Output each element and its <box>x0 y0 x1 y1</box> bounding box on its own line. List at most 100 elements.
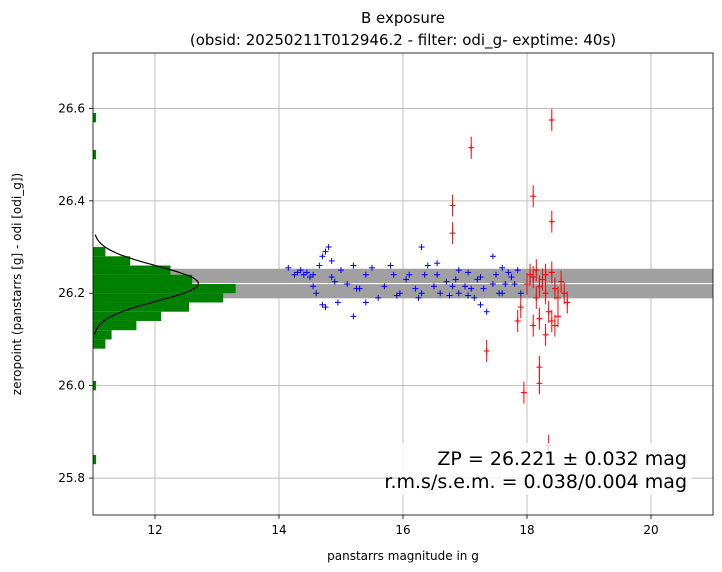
y-tick-label: 26.4 <box>58 194 85 208</box>
data-point-red <box>520 381 527 404</box>
data-point-red <box>548 210 555 233</box>
y-tick-label: 26.6 <box>58 101 85 115</box>
histogram-bar <box>93 302 190 312</box>
data-point-red <box>530 314 537 337</box>
zp-annotation: ZP = 26.221 ± 0.032 mag <box>437 448 687 470</box>
data-point-blue <box>294 269 301 276</box>
data-point-blue <box>474 276 481 283</box>
data-point-blue <box>291 271 298 278</box>
data-point-blue <box>322 304 329 311</box>
data-point-blue <box>415 294 422 301</box>
x-tick-label: 20 <box>643 523 658 537</box>
data-point-blue <box>421 271 428 278</box>
data-point-blue <box>480 285 487 292</box>
histogram-bar <box>93 150 97 160</box>
data-point-red <box>449 222 456 245</box>
data-point-blue <box>350 262 357 269</box>
data-point-blue <box>465 292 472 299</box>
data-point-red <box>558 270 565 293</box>
data-point-blue <box>390 271 397 278</box>
rms-annotation: r.m.s/s.e.m. = 0.038/0.004 mag <box>384 471 687 493</box>
data-point-blue <box>362 271 369 278</box>
chart-subtitle: (obsid: 20250211T012946.2 - filter: odi_… <box>190 31 616 50</box>
data-point-blue <box>489 253 496 260</box>
x-tick-label: 14 <box>271 523 286 537</box>
data-point-blue <box>514 267 521 274</box>
data-point-blue <box>424 262 431 269</box>
data-point-blue <box>319 253 326 260</box>
histogram-bar <box>93 113 97 123</box>
histogram-bar <box>93 311 162 321</box>
data-point-blue <box>493 271 499 278</box>
data-point-blue <box>468 285 475 292</box>
x-tick-label: 18 <box>519 523 534 537</box>
data-point-blue <box>511 281 518 287</box>
data-point-blue <box>316 262 323 269</box>
data-point-red <box>536 275 543 298</box>
data-point-blue <box>477 274 484 281</box>
chart-title: B exposure <box>361 9 445 27</box>
data-point-blue <box>334 299 341 306</box>
y-tick-label: 26.2 <box>58 286 85 300</box>
histogram-bar <box>93 385 97 391</box>
data-point-blue <box>350 313 357 320</box>
data-point-blue <box>502 281 509 287</box>
data-point-blue <box>338 267 344 274</box>
data-point-red <box>551 314 558 337</box>
axes-frame <box>92 52 714 516</box>
data-point-red <box>527 263 534 286</box>
x-axis-label: panstarrs magnitude in g <box>327 549 479 563</box>
data-point-blue <box>381 283 388 290</box>
gaussian-fit-curve <box>94 234 199 335</box>
data-point-blue <box>434 271 441 278</box>
data-point-red <box>514 309 521 332</box>
x-tick-label: 16 <box>395 523 410 537</box>
histogram-bar <box>93 247 106 257</box>
data-point-blue <box>477 301 484 308</box>
data-point-blue <box>362 299 369 306</box>
data-point-red <box>548 261 555 284</box>
data-point-red <box>530 185 537 208</box>
data-point-blue <box>455 290 462 297</box>
data-point-red <box>533 286 540 309</box>
data-point-blue <box>434 260 441 267</box>
histogram-bar <box>93 284 236 294</box>
data-point-red <box>555 305 561 328</box>
data-point-blue <box>406 271 413 278</box>
data-point-red <box>536 372 543 395</box>
data-point-red <box>564 291 571 314</box>
data-point-blue <box>375 294 382 301</box>
data-point-red <box>517 296 524 319</box>
data-point-blue <box>431 283 437 290</box>
histogram-bar <box>93 265 171 275</box>
data-point-blue <box>310 271 317 278</box>
histogram <box>93 113 236 465</box>
data-point-blue <box>449 283 456 290</box>
data-point-red <box>548 309 555 332</box>
histogram-bar <box>93 330 112 340</box>
data-point-blue <box>331 278 338 285</box>
data-point-blue <box>499 290 506 297</box>
data-point-blue <box>328 257 335 264</box>
data-point-red <box>542 323 549 346</box>
data-point-red <box>536 307 543 330</box>
data-point-red <box>539 268 546 291</box>
data-point-red <box>545 300 552 323</box>
data-point-red <box>533 259 540 282</box>
data-point-blue <box>396 290 403 297</box>
data-point-blue <box>403 276 410 283</box>
x-tick-label: 12 <box>147 523 162 537</box>
data-point-blue <box>325 244 332 251</box>
histogram-bar <box>93 381 97 386</box>
data-point-blue <box>307 274 313 281</box>
data-point-blue <box>412 285 419 292</box>
y-tick-label: 26.0 <box>58 379 85 393</box>
data-point-blue <box>393 292 400 299</box>
data-point-blue <box>443 278 450 285</box>
data-point-red <box>542 263 549 286</box>
data-point-red <box>524 273 530 295</box>
data-point-blue <box>418 244 425 251</box>
histogram-bar <box>93 274 193 284</box>
data-point-blue <box>437 290 444 297</box>
